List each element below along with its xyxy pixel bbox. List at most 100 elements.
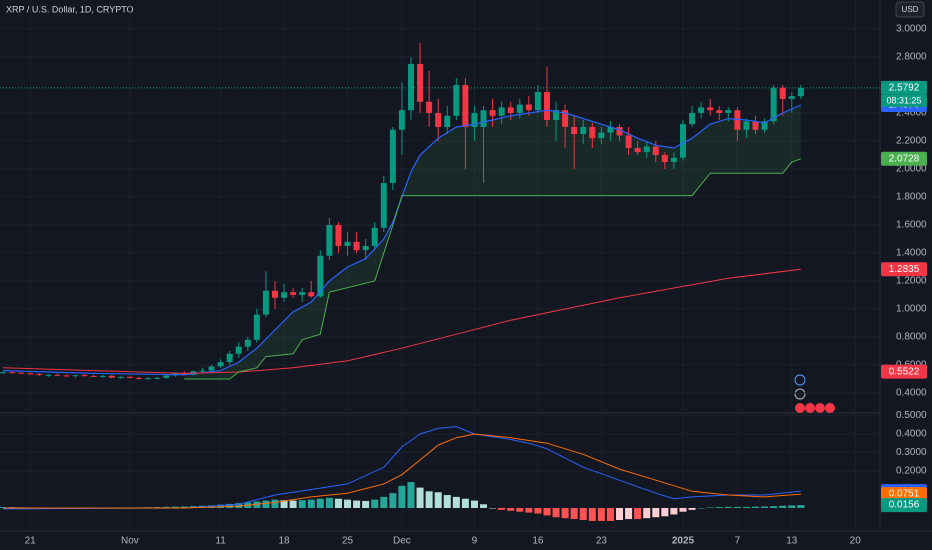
candle-body xyxy=(45,374,52,376)
candle-body xyxy=(770,87,777,122)
candle-body xyxy=(398,110,405,130)
price-label-box xyxy=(881,364,927,379)
histogram-bar xyxy=(679,507,687,512)
price-label-box xyxy=(881,80,927,95)
histogram-bar xyxy=(180,506,188,508)
candle-body xyxy=(27,373,34,375)
event-icon[interactable] xyxy=(805,403,815,413)
y-tick-label: 2.0000 xyxy=(896,164,927,175)
price-label: 2.5792 xyxy=(889,83,920,94)
add-icon[interactable] xyxy=(794,374,806,386)
candle-body xyxy=(625,135,632,148)
x-tick-label: 9 xyxy=(472,536,478,547)
histogram-bar xyxy=(761,506,769,508)
candle-body xyxy=(407,63,414,111)
symbol-title: XRP / U.S. Dollar, 1D, CRYPTO xyxy=(6,4,134,14)
histogram-bar xyxy=(643,507,651,519)
histogram-bar xyxy=(235,503,243,508)
histogram-bar xyxy=(770,506,778,508)
candle-body xyxy=(317,255,324,297)
candle-body xyxy=(299,292,306,295)
histogram-bar xyxy=(507,507,515,511)
price-label: 0.0751 xyxy=(889,489,920,500)
x-tick-label: 13 xyxy=(786,536,798,547)
histogram-bar xyxy=(362,500,370,508)
histogram-bar xyxy=(452,496,460,508)
candle-body xyxy=(562,110,569,127)
indicator-line xyxy=(2,268,801,374)
candle-body xyxy=(199,370,206,372)
candle-body xyxy=(543,91,550,120)
histogram-bar xyxy=(688,507,696,510)
candle-body xyxy=(761,121,768,130)
countdown-box xyxy=(881,94,927,107)
candle-body xyxy=(580,126,587,134)
candle-body xyxy=(271,290,278,298)
histogram-bar xyxy=(416,487,424,508)
currency-button[interactable] xyxy=(895,1,925,18)
candle-body xyxy=(779,87,786,99)
histogram-bar xyxy=(715,507,723,508)
alert-icon[interactable] xyxy=(794,388,806,400)
candle-body xyxy=(426,101,433,113)
x-tick-label: 2025 xyxy=(672,536,695,547)
histogram-bar xyxy=(588,507,596,521)
candle-body xyxy=(607,126,614,133)
currency-label[interactable]: USD xyxy=(902,5,919,14)
y-tick-label: 0.5000 xyxy=(896,410,927,421)
x-tick-label: 20 xyxy=(850,536,862,547)
candle-body xyxy=(81,375,88,377)
candle-body xyxy=(90,375,97,377)
y-tick-label: 1.6000 xyxy=(896,220,927,231)
event-icon[interactable] xyxy=(825,403,835,413)
histogram-bar xyxy=(606,507,614,521)
candle-body xyxy=(0,372,6,374)
histogram-bar xyxy=(316,498,324,508)
candle-body xyxy=(534,91,541,111)
candle-body xyxy=(9,372,16,374)
candle-body xyxy=(99,375,106,377)
histogram-bar xyxy=(307,499,315,508)
candle-body xyxy=(18,372,25,374)
y-tick-label: 3.0000 xyxy=(896,24,927,35)
candle-body xyxy=(743,121,750,130)
histogram-bar xyxy=(280,500,288,508)
candle-body xyxy=(670,157,677,162)
candle-body xyxy=(716,110,723,113)
y-tick-label: 1.8000 xyxy=(896,192,927,203)
x-tick-label: 11 xyxy=(215,536,226,547)
price-label: 1.2835 xyxy=(889,264,920,275)
candle-body xyxy=(108,375,115,378)
candle-body xyxy=(135,377,142,379)
candle-body xyxy=(516,104,523,113)
y-tick-label: 2.4000 xyxy=(896,108,927,119)
countdown: 08:31:25 xyxy=(886,95,921,105)
x-tick-label: Dec xyxy=(393,536,411,547)
candle-body xyxy=(471,112,478,127)
event-icon[interactable] xyxy=(795,403,805,413)
x-tick-label: 25 xyxy=(342,536,354,547)
y-tick-label: 1.0000 xyxy=(896,304,927,315)
price-label-box xyxy=(881,498,927,513)
y-tick-label: 0.2000 xyxy=(896,466,927,477)
indicator-line xyxy=(184,158,801,380)
histogram-bar xyxy=(661,507,669,517)
stop-fill xyxy=(184,104,801,379)
histogram-bar xyxy=(498,507,506,510)
histogram-bar xyxy=(398,485,406,508)
indicator-line xyxy=(2,104,802,376)
candle-body xyxy=(72,375,79,377)
candle-body xyxy=(589,126,596,139)
histogram-bar xyxy=(171,506,179,508)
candle-body xyxy=(507,107,514,113)
histogram-bar xyxy=(425,491,433,508)
y-tick-label: 1.2000 xyxy=(896,276,927,287)
event-icon[interactable] xyxy=(815,403,825,413)
candle-body xyxy=(734,110,741,130)
histogram-bar xyxy=(706,507,714,508)
histogram-bar xyxy=(480,504,488,508)
candle-body xyxy=(498,107,505,116)
histogram-bar xyxy=(534,507,542,514)
histogram-bar xyxy=(344,499,352,508)
